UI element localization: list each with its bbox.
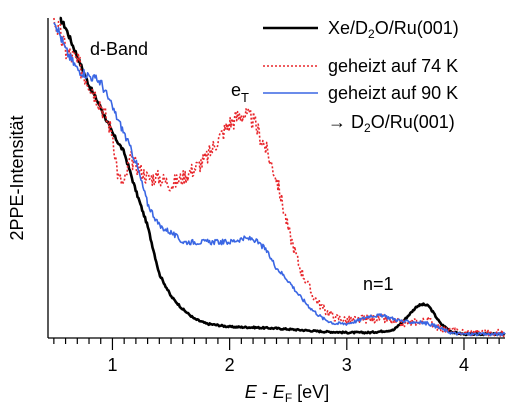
x-axis-label-ef-sub: F [285, 391, 292, 405]
series-layer [53, 16, 506, 338]
legend: Xe/D2O/Ru(001) geheizt auf 74 K geheizt au… [263, 18, 459, 135]
annotation-e-t: eT [231, 80, 249, 105]
annotation-e-t-main: e [231, 80, 241, 100]
legend-entry-blue: geheizt auf 90 K [328, 83, 458, 103]
legend-entry-black: Xe/D2O/Ru(001) [328, 18, 459, 41]
x-tick-label: 2 [225, 355, 235, 375]
x-axis-label-sep: - [257, 382, 273, 402]
axes-layer: 1 2 3 4 [47, 18, 505, 375]
x-axis-label: E - EF [eV] [245, 382, 329, 405]
x-tick-label: 3 [342, 355, 352, 375]
x-axis-label-unit: [eV] [292, 382, 329, 402]
y-axis-label: 2PPE-Intensität [7, 115, 27, 240]
x-axis-label-ef: E [273, 382, 286, 402]
x-axis-label-e: E [245, 382, 258, 402]
series-line-black [59, 16, 506, 337]
series-line-blue [53, 22, 506, 337]
annotation-d-band: d-Band [90, 39, 148, 59]
legend-entry-red: geheizt auf 74 K [328, 56, 458, 76]
series-line-red [53, 17, 506, 338]
x-ticks: 1 2 3 4 [53, 338, 500, 375]
annotation-e-t-sub: T [241, 90, 249, 105]
x-tick-label: 1 [107, 355, 117, 375]
legend-entry-blue_cont: → D2O/Ru(001) [328, 112, 455, 135]
annotation-n1: n=1 [363, 274, 394, 294]
x-tick-label: 4 [459, 355, 469, 375]
